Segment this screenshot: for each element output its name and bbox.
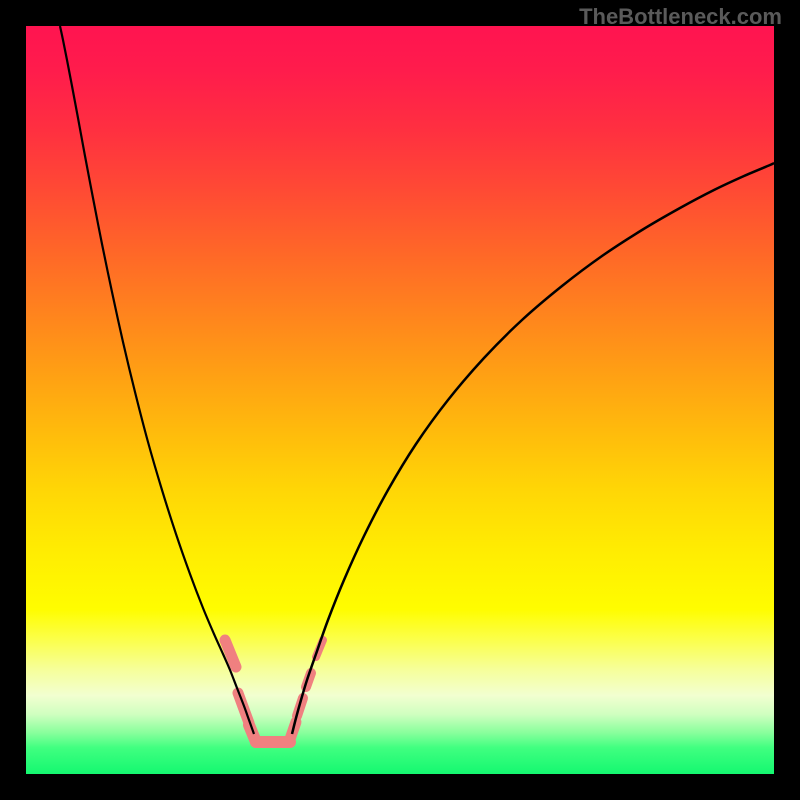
bottleneck-chart [0,0,800,800]
watermark-text: TheBottleneck.com [579,4,782,30]
plot-background [26,26,774,774]
